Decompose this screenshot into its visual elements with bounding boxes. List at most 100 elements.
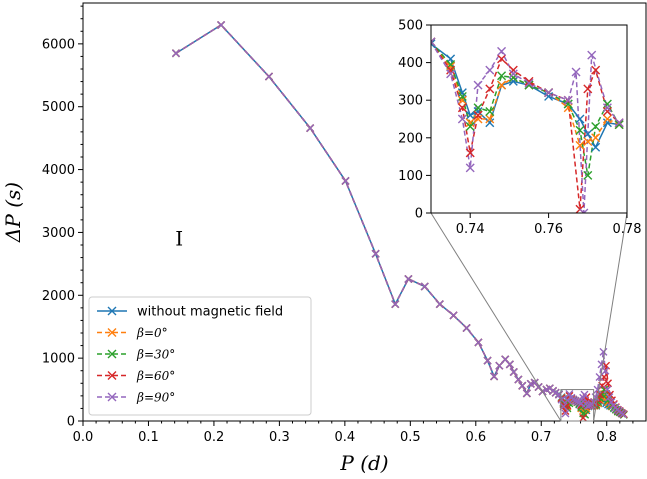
inset-point-without-magnetic-field — [575, 114, 585, 124]
point-beta-90deg — [619, 410, 628, 419]
point-beta-90deg — [404, 274, 413, 283]
x-tick-label: 0.5 — [400, 430, 421, 445]
inset-point-without-magnetic-field — [591, 142, 601, 152]
inset-point-beta-30deg — [457, 91, 467, 101]
inset-point-beta-90deg — [497, 46, 507, 56]
y-tick-label: 1000 — [42, 352, 75, 367]
annotation-label: I — [175, 227, 183, 251]
inset-point-beta-90deg — [431, 37, 436, 47]
inset-point-beta-60deg — [497, 54, 507, 64]
point-beta-90deg — [509, 367, 518, 376]
legend-label: without magnetic field — [137, 305, 283, 320]
point-beta-90deg — [605, 393, 614, 402]
inset-point-beta-90deg — [544, 88, 554, 98]
inset-point-beta-30deg — [575, 125, 585, 135]
zoom-region-box — [560, 389, 595, 422]
inset-point-without-magnetic-field — [473, 106, 483, 116]
zoom-connector-lines — [430, 212, 628, 422]
legend-item-without-magnetic-field: without magnetic field — [97, 305, 283, 320]
point-beta-90deg — [522, 389, 531, 398]
inset-point-beta-60deg — [465, 148, 475, 158]
inset-y-ticks: 0 100 200 300 400 500 — [398, 19, 431, 222]
inset-point-without-magnetic-field — [457, 88, 467, 98]
point-beta-90deg — [505, 360, 514, 369]
inset-x-tick-label: 0.76 — [534, 222, 563, 237]
legend-item-beta-30deg: β=30° — [97, 348, 175, 362]
zoom-connector-right — [593, 212, 628, 422]
inset-point-beta-90deg — [579, 208, 589, 213]
inset-point-beta-90deg — [465, 163, 475, 173]
point-beta-90deg — [371, 249, 380, 258]
inset-point-beta-0deg — [446, 61, 456, 71]
point-beta-90deg — [449, 311, 458, 320]
legend-item-beta-0deg: β=0° — [97, 326, 168, 340]
inset-point-beta-30deg — [485, 106, 495, 116]
legend-item-beta-90deg: β=90° — [97, 391, 175, 405]
inset-point-beta-60deg — [583, 84, 593, 94]
point-beta-90deg — [495, 361, 504, 370]
inset-point-beta-0deg — [457, 95, 467, 105]
x-tick-label: 0.7 — [531, 430, 552, 445]
zoom-connector-left — [430, 212, 562, 422]
point-beta-90deg — [603, 385, 612, 394]
legend-label: β=60° — [136, 369, 175, 383]
inset-point-without-magnetic-field — [583, 129, 593, 139]
point-beta-90deg — [306, 124, 315, 133]
inset-point-beta-30deg — [563, 99, 573, 109]
inset-point-without-magnetic-field — [602, 118, 612, 128]
legend: without magnetic field β=0° β=30° β=60° β=90… — [88, 296, 312, 416]
inset-point-beta-90deg — [614, 118, 624, 128]
point-beta-90deg — [171, 49, 180, 58]
y-tick-label: 3000 — [42, 226, 75, 241]
series-line-beta-90deg — [175, 24, 624, 415]
inset-point-beta-30deg — [497, 71, 507, 81]
inset-point-beta-90deg — [571, 67, 581, 77]
inset-point-beta-0deg — [602, 114, 612, 124]
inset-point-beta-60deg — [457, 103, 467, 113]
inset-y-tick-label: 100 — [398, 169, 423, 184]
inset-axes-frame — [430, 24, 628, 214]
x-tick-label: 0.3 — [269, 430, 290, 445]
inset-point-beta-30deg — [508, 73, 518, 83]
inset-point-beta-0deg — [497, 80, 507, 90]
main-axes-frame — [82, 2, 647, 422]
inset-background — [431, 25, 627, 213]
inset-point-beta-90deg — [587, 50, 597, 60]
inset-point-beta-30deg — [473, 103, 483, 113]
inset-point-beta-0deg — [583, 137, 593, 147]
point-beta-90deg — [595, 373, 604, 381]
x-axis-label: P (d) — [339, 451, 388, 475]
inset-point-without-magnetic-field — [508, 76, 518, 86]
inset-point-beta-90deg — [602, 103, 612, 113]
inset-y-tick-label: 0 — [415, 207, 423, 222]
inset-x-ticks: 0.74 0.76 0.78 — [456, 213, 642, 237]
inset-point-beta-60deg — [591, 65, 601, 75]
inset-x-tick-label: 0.78 — [613, 222, 642, 237]
inset-point-beta-60deg — [473, 110, 483, 120]
x-tick-label: 0.6 — [465, 430, 486, 445]
inset-x-tick-label: 0.74 — [456, 222, 485, 237]
inset-y-tick-label: 400 — [398, 56, 423, 71]
inset-point-beta-0deg — [563, 103, 573, 113]
legend-label: β=30° — [136, 348, 175, 362]
x-tick-label: 0.0 — [73, 430, 94, 445]
x-tick-label: 0.8 — [596, 430, 617, 445]
inset-point-beta-60deg — [602, 106, 612, 116]
inset-point-beta-90deg — [457, 114, 467, 124]
y-tick-label: 5000 — [42, 100, 75, 115]
inset-point-beta-60deg — [524, 76, 534, 86]
legend-item-beta-60deg: β=60° — [97, 369, 175, 383]
inset-point-without-magnetic-field — [431, 39, 436, 49]
legend-label: β=0° — [136, 326, 168, 340]
inset-point-beta-30deg — [465, 122, 475, 132]
x-tick-label: 0.1 — [138, 430, 159, 445]
inset-point-without-magnetic-field — [485, 118, 495, 128]
inset-y-tick-label: 200 — [398, 131, 423, 146]
point-beta-90deg — [264, 72, 273, 81]
point-beta-90deg — [217, 21, 226, 29]
main-x-ticks: 0.0 0.1 0.2 0.3 0.4 0.5 0.6 0.7 0.8 — [73, 421, 634, 445]
inset-y-tick-label: 300 — [398, 94, 423, 109]
x-tick-label: 0.4 — [335, 430, 356, 445]
legend-label: β=90° — [136, 391, 175, 405]
